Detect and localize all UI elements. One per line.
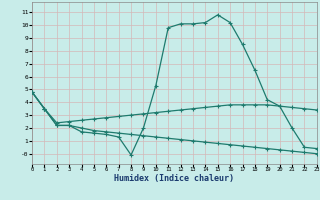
X-axis label: Humidex (Indice chaleur): Humidex (Indice chaleur) — [115, 174, 234, 183]
